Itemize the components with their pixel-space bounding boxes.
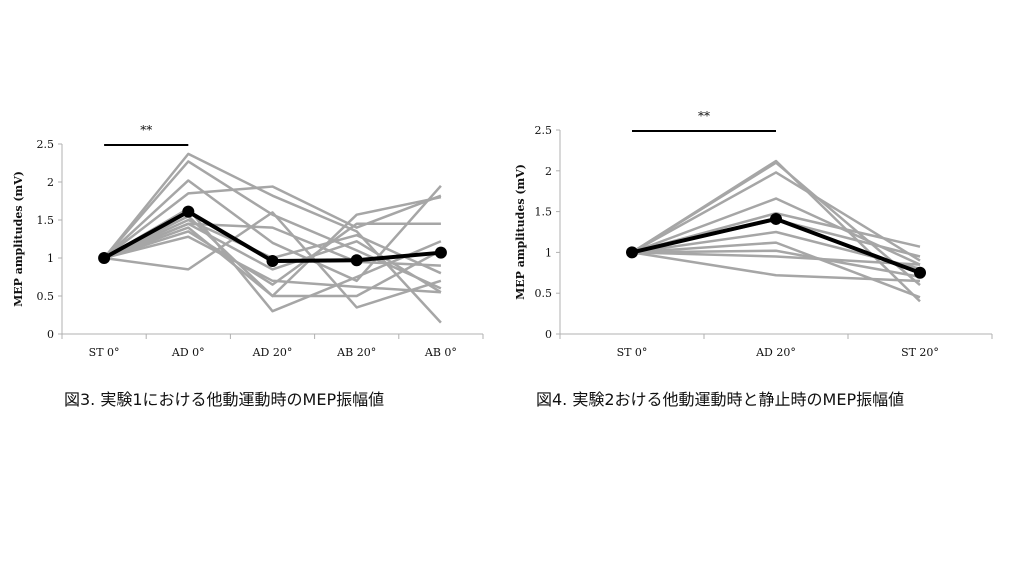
figure-4-chart: 0 0.5 1 1.5 2 2.5 ST 0° AD 20° ST 20° MEP amplitu… (514, 109, 993, 359)
figure-3-chart: 0 0.5 1 1.5 2 2.5 ST 0° AD 0° AD 20° AB 20° AB 0° M… (12, 123, 484, 359)
individual-series-line (103, 211, 442, 309)
x-tick-label: AB 20° (336, 346, 376, 359)
y-tick-label: 0 (545, 328, 552, 341)
y-tick-label: 0 (47, 328, 54, 341)
individual-series-line (631, 197, 921, 266)
y-tick-label: 2 (545, 165, 552, 178)
y-tick-label: 1 (47, 252, 54, 265)
x-tick-label: AB 0° (424, 346, 457, 359)
individual-series-line (631, 251, 921, 266)
x-tick-label: AD 20° (252, 346, 293, 359)
x-tick-label: AD 0° (171, 346, 205, 359)
x-tick-label: ST 0° (617, 346, 648, 359)
mean-point (350, 254, 363, 267)
y-tick-label: 1 (545, 246, 552, 259)
individual-series-line (631, 171, 921, 262)
individual-series-line (103, 222, 441, 267)
mean-point (914, 266, 926, 279)
individual-series-line (103, 226, 442, 298)
y-axis-title: MEP amplitudes (mV) (12, 171, 25, 307)
y-tick-label: 2 (47, 176, 54, 189)
individual-series-line (103, 235, 441, 294)
y-tick-label: 2.5 (37, 138, 55, 151)
x-tick-label: ST 20° (901, 346, 939, 359)
mean-point (770, 212, 782, 225)
mean-point (626, 246, 638, 259)
individual-series-line (103, 222, 441, 286)
y-tick-label: 1.5 (37, 214, 55, 227)
significance-label: ** (698, 109, 710, 123)
y-tick-label: 0.5 (535, 287, 553, 300)
y-tick-label: 1.5 (535, 206, 553, 219)
mean-point (182, 205, 195, 218)
individual-series-line (631, 251, 921, 283)
figure-3-caption: 図3. 実験1における他動運動時のMEP振幅値 (64, 390, 385, 409)
individual-series-line (103, 185, 442, 259)
individual-series-line (631, 249, 921, 279)
mean-point (98, 252, 111, 264)
mean-point (266, 255, 279, 268)
mean-point (434, 246, 447, 259)
significance-label: ** (140, 123, 152, 137)
y-tick-label: 0.5 (37, 290, 55, 303)
y-tick-label: 2.5 (535, 124, 553, 137)
x-tick-label: ST 0° (89, 346, 120, 359)
y-axis-title: MEP amplitudes (mV) (514, 164, 527, 300)
figure-4-caption: 図4. 実験2おける他動運動時と静止時のMEP振幅値 (536, 390, 905, 409)
x-tick-label: AD 20° (755, 346, 796, 359)
